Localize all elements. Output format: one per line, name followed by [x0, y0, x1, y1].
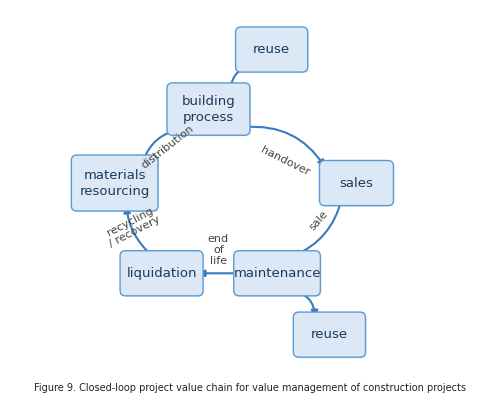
Text: liquidation: liquidation: [126, 267, 197, 280]
FancyArrowPatch shape: [244, 127, 324, 165]
Text: handover: handover: [259, 145, 311, 178]
Text: reuse: reuse: [253, 43, 290, 56]
FancyBboxPatch shape: [72, 156, 159, 212]
FancyArrowPatch shape: [292, 290, 318, 315]
FancyArrowPatch shape: [144, 128, 180, 160]
FancyBboxPatch shape: [294, 313, 366, 358]
FancyArrowPatch shape: [230, 65, 251, 88]
FancyBboxPatch shape: [120, 251, 203, 296]
FancyBboxPatch shape: [294, 312, 366, 357]
FancyBboxPatch shape: [236, 28, 309, 73]
FancyBboxPatch shape: [320, 160, 394, 206]
FancyBboxPatch shape: [320, 162, 394, 207]
FancyArrowPatch shape: [200, 271, 239, 276]
Text: end
of
life: end of life: [208, 234, 229, 265]
FancyBboxPatch shape: [236, 27, 308, 72]
FancyArrowPatch shape: [294, 200, 342, 256]
Text: Figure 9. Closed-loop project value chain for value management of construction p: Figure 9. Closed-loop project value chai…: [34, 383, 466, 393]
FancyBboxPatch shape: [121, 252, 204, 297]
Text: sales: sales: [340, 176, 374, 190]
Text: building
process: building process: [182, 95, 236, 124]
Text: maintenance: maintenance: [234, 267, 321, 280]
Text: reuse: reuse: [311, 328, 348, 341]
FancyBboxPatch shape: [72, 155, 158, 211]
Text: sale: sale: [308, 209, 330, 232]
FancyBboxPatch shape: [235, 252, 322, 297]
FancyBboxPatch shape: [167, 83, 250, 135]
Text: recycling
/ recovery: recycling / recovery: [102, 205, 162, 249]
FancyArrowPatch shape: [124, 208, 152, 256]
FancyBboxPatch shape: [234, 251, 320, 296]
Text: distribution: distribution: [140, 124, 196, 171]
FancyBboxPatch shape: [168, 84, 251, 136]
Text: materials
resourcing: materials resourcing: [80, 168, 150, 198]
